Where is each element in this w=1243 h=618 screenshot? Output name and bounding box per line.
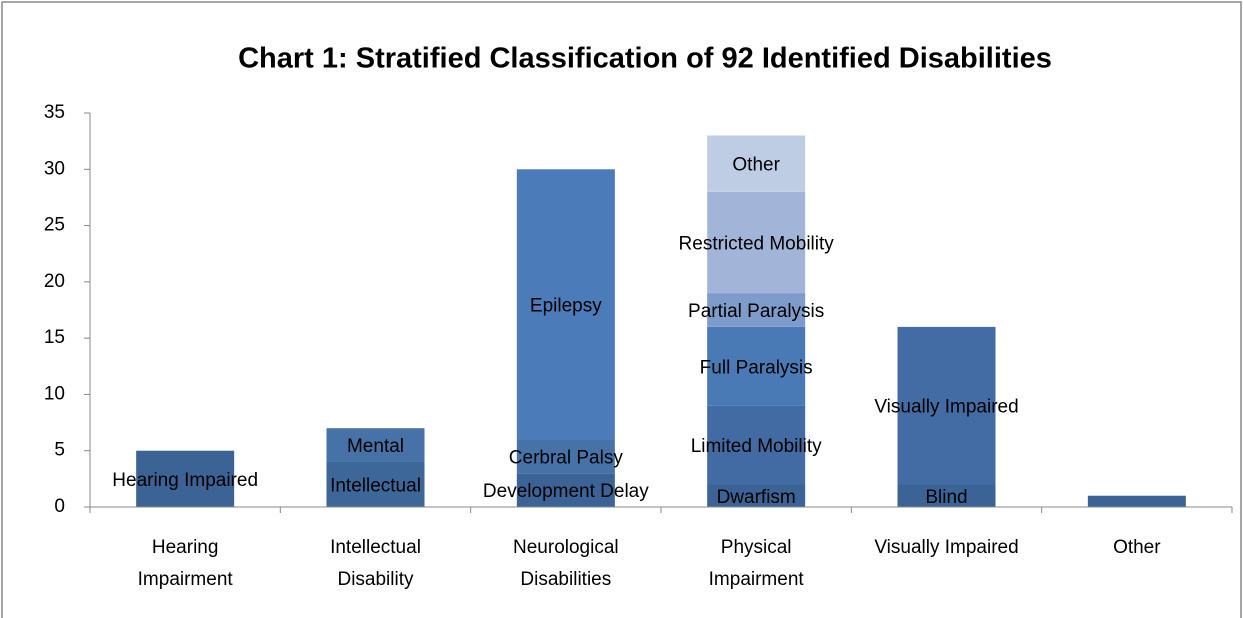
segment-label: Dwarfism <box>717 487 796 508</box>
bar-segment <box>1087 495 1186 507</box>
segment-label: Intellectual <box>330 476 421 497</box>
y-tick-label: 5 <box>54 440 65 461</box>
bar-segment <box>516 169 615 440</box>
segment-label: Partial Paralysis <box>688 301 824 322</box>
segment-label: Mental <box>347 436 404 457</box>
y-tick-label: 0 <box>54 496 65 517</box>
x-tick-label: Hearing <box>152 537 219 558</box>
bar-segment <box>707 191 806 294</box>
segment-label: Limited Mobility <box>691 436 822 457</box>
x-tick-label: Other <box>1113 537 1161 558</box>
bar-segment <box>326 461 425 507</box>
y-tick-label: 25 <box>44 215 65 236</box>
y-tick-label: 35 <box>44 102 65 123</box>
x-tick-label: Visually Impaired <box>874 537 1018 558</box>
x-tick-label: Impairment <box>138 569 234 590</box>
x-tick-label: Neurological <box>513 537 619 558</box>
chart-title: Chart 1: Stratified Classification of 92… <box>238 43 1052 75</box>
segment-label: Blind <box>925 487 967 508</box>
bar-segment <box>897 326 996 485</box>
y-tick-label: 20 <box>44 271 65 292</box>
bar-segment <box>707 293 806 327</box>
bar-segment <box>516 439 615 474</box>
segment-label: Other <box>732 155 780 176</box>
y-tick-label: 10 <box>44 383 65 404</box>
segment-label: Hearing Impaired <box>112 470 258 491</box>
segment-label: Cerbral Palsy <box>509 447 624 468</box>
x-tick-label: Intellectual <box>330 537 421 558</box>
x-tick-label: Physical <box>721 537 792 558</box>
bar-segment <box>707 326 806 406</box>
bar-segment <box>707 135 806 192</box>
bar-segment <box>707 484 806 507</box>
bar-segment <box>516 473 615 507</box>
bar-segment <box>326 428 425 462</box>
x-tick-label: Disability <box>337 569 414 590</box>
x-tick-label: Impairment <box>709 569 805 590</box>
bar-segment <box>707 405 806 485</box>
y-tick-label: 30 <box>44 158 65 179</box>
segment-label: Development Delay <box>483 481 649 502</box>
segment-label: Full Paralysis <box>700 357 813 378</box>
segment-label: Restricted Mobility <box>679 233 835 254</box>
segment-label: Epilepsy <box>530 295 602 316</box>
y-tick-label: 15 <box>44 327 65 348</box>
x-tick-label: Disabilities <box>520 569 611 590</box>
bar-segment <box>897 484 996 507</box>
segment-label: Visually Impaired <box>874 397 1018 418</box>
bar-segment <box>136 450 235 507</box>
